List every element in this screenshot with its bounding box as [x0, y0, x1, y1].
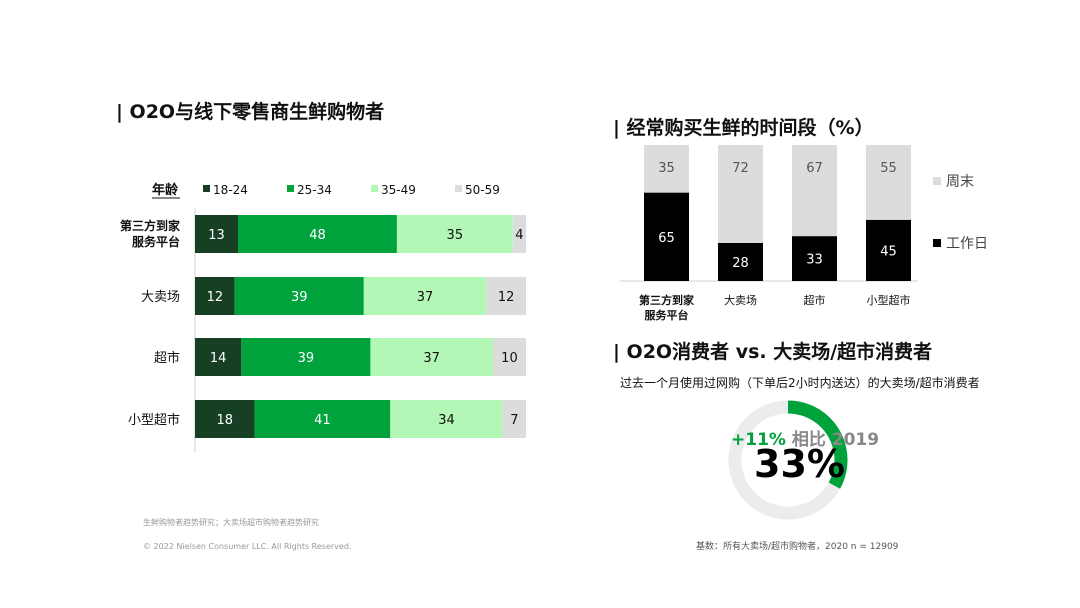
bar-segment-50-59: [502, 400, 526, 438]
category-label-line2: 服务平台: [645, 308, 689, 322]
bar-segment-18-24: [195, 400, 255, 438]
change-indicator: +11% 相比 2019: [731, 425, 879, 450]
bar-segment-工作日: [718, 242, 763, 281]
bar-segment-50-59: [486, 277, 526, 315]
bar-value-label: 28: [732, 256, 749, 271]
category-label: 小型超市: [128, 412, 180, 428]
donut-chart: [728, 400, 848, 520]
bar-segment-18-24: [195, 215, 239, 253]
bar-value-label: 12: [498, 290, 515, 305]
bar-value-label: 18: [217, 413, 234, 428]
base-note: 基数：所有大卖场/超市购物者，2020 n = 12909: [696, 542, 899, 552]
legend-label-工作日: 工作日: [946, 236, 988, 252]
category-label: 超市: [154, 350, 180, 366]
bar-segment-25-34: [238, 215, 397, 253]
bar-value-label: 72: [732, 161, 749, 176]
left-chart-title: | O2O与线下零售商生鲜购物者: [116, 101, 385, 123]
legend-swatch-工作日: [933, 239, 941, 247]
copyright-note: © 2022 Nielsen Consumer LLC. All Rights …: [143, 542, 352, 551]
bar-segment-18-24: [195, 277, 235, 315]
bar-value-label: 14: [210, 351, 227, 366]
bar-segment-35-49: [390, 400, 503, 438]
bar-segment-周末: [718, 145, 763, 243]
bar-segment-工作日: [866, 219, 911, 281]
category-label: 大卖场: [141, 290, 180, 305]
bar-segment-35-49: [396, 215, 513, 253]
bar-segment-18-24: [195, 338, 242, 376]
bar-value-label: 39: [298, 351, 315, 366]
bar-segment-25-34: [234, 277, 364, 315]
bar-segment-25-34: [241, 338, 371, 376]
bar-segment-工作日: [644, 192, 689, 281]
bar-value-label: 4: [515, 228, 523, 243]
bar-value-label: 48: [309, 228, 326, 243]
bar-segment-25-34: [254, 400, 391, 438]
bar-value-label: 35: [447, 228, 464, 243]
bar-value-label: 55: [880, 161, 897, 176]
bar-segment-工作日: [792, 236, 837, 281]
category-label-line1: 第三方到家: [120, 218, 181, 233]
category-label-line1: 第三方到家: [639, 293, 695, 307]
legend-swatch-50-59: [455, 185, 462, 192]
bar-value-label: 35: [658, 161, 675, 176]
bar-segment-周末: [866, 145, 911, 220]
category-label: 小型超市: [867, 293, 911, 307]
legend-label-18-24: 18-24: [213, 183, 248, 197]
bar-value-label: 12: [207, 290, 224, 305]
bar-value-label: 13: [208, 228, 225, 243]
legend-label-50-59: 50-59: [465, 183, 500, 197]
bar-value-label: 39: [291, 290, 308, 305]
change-value: +11%: [731, 430, 786, 450]
bar-segment-50-59: [512, 215, 526, 253]
bar-value-label: 37: [423, 351, 440, 366]
legend-swatch-35-49: [371, 185, 378, 192]
bar-value-label: 34: [438, 413, 455, 428]
source-note: 生鲜购物者趋势研究；大卖场超市购物者趋势研究: [143, 518, 319, 527]
legend-label-周末: 周末: [946, 174, 974, 190]
legend-swatch-25-34: [287, 185, 294, 192]
bar-value-label: 10: [501, 351, 518, 366]
donut-slice-highlight: [728, 400, 848, 520]
bar-value-label: 45: [880, 244, 897, 259]
legend-swatch-周末: [933, 177, 941, 185]
comparison-subtitle: 过去一个月使用过网购（下单后2小时内送达）的大卖场/超市消费者: [620, 376, 980, 390]
legend-label-25-34: 25-34: [297, 183, 332, 197]
bar-segment-周末: [792, 145, 837, 237]
bar-value-label: 41: [314, 413, 331, 428]
legend-swatch-18-24: [203, 185, 210, 192]
bar-value-label: 33: [806, 253, 823, 268]
bar-value-label: 37: [417, 290, 434, 305]
legend-title: 年龄: [152, 182, 179, 198]
change-label: 相比 2019: [791, 430, 880, 450]
bar-segment-35-49: [363, 277, 487, 315]
bar-value-label: 67: [806, 161, 823, 176]
legend-label-35-49: 35-49: [381, 183, 416, 197]
time-chart-title: | 经常购买生鲜的时间段（%）: [613, 117, 874, 139]
bar-segment-35-49: [370, 338, 493, 376]
category-label: 超市: [804, 293, 826, 307]
bar-segment-50-59: [492, 338, 526, 376]
category-label: 大卖场: [724, 293, 757, 307]
bar-value-label: 7: [510, 413, 518, 428]
big-percentage: 33%: [754, 442, 845, 486]
bar-value-label: 65: [658, 231, 675, 246]
comparison-title: | O2O消费者 vs. 大卖场/超市消费者: [613, 341, 933, 363]
category-label-line2: 服务平台: [132, 234, 180, 249]
bar-segment-周末: [644, 145, 689, 193]
